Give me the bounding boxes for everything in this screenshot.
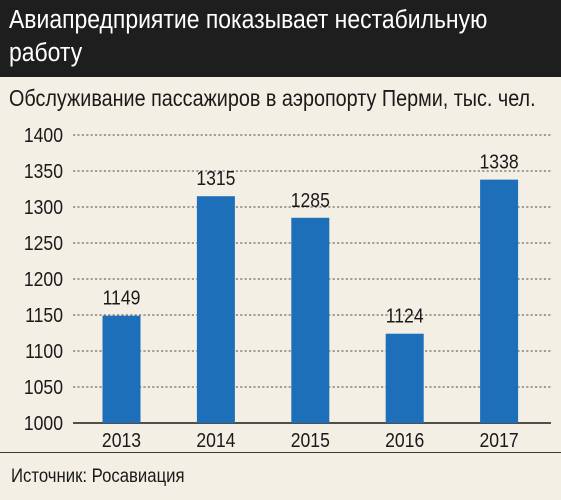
y-tick-label: 1050 — [24, 376, 63, 398]
bar — [102, 315, 141, 423]
data-label: 1315 — [196, 167, 235, 189]
y-tick-label: 1250 — [24, 232, 63, 254]
data-label: 1149 — [103, 287, 141, 309]
y-tick-label: 1400 — [24, 124, 63, 146]
y-tick-label: 1350 — [24, 160, 63, 182]
bar — [291, 217, 330, 423]
y-tick-label: 1300 — [24, 196, 63, 218]
x-tick-label: 2015 — [291, 429, 330, 451]
source-note: Источник: Росавиация — [11, 466, 185, 487]
y-tick-label: 1150 — [25, 304, 63, 326]
x-tick-label: 2014 — [196, 429, 235, 451]
bar — [385, 333, 424, 423]
bar-chart: 1000 1050 1100 1150 1200 1250 1300 1350 1400 1149… — [24, 124, 551, 451]
bar — [196, 196, 235, 423]
y-tick-label: 1200 — [24, 268, 63, 290]
data-label: 1285 — [291, 189, 330, 211]
data-label: 1338 — [480, 151, 519, 173]
x-tick-label: 2016 — [385, 429, 424, 451]
title-bar: Авиапредприятие показывает нестабильную … — [0, 0, 561, 77]
footer-divider — [0, 452, 561, 453]
x-tick-label: 2017 — [480, 429, 519, 451]
chart-subtitle: Обслуживание пассажиров в аэропорту Перм… — [9, 85, 536, 111]
bar — [480, 179, 519, 423]
y-tick-label: 1000 — [24, 412, 63, 434]
x-tick-label: 2013 — [102, 429, 141, 451]
data-label: 1124 — [386, 305, 424, 327]
y-tick-label: 1100 — [25, 340, 63, 362]
chart-title: Авиапредприятие показывает нестабильную … — [9, 6, 488, 67]
